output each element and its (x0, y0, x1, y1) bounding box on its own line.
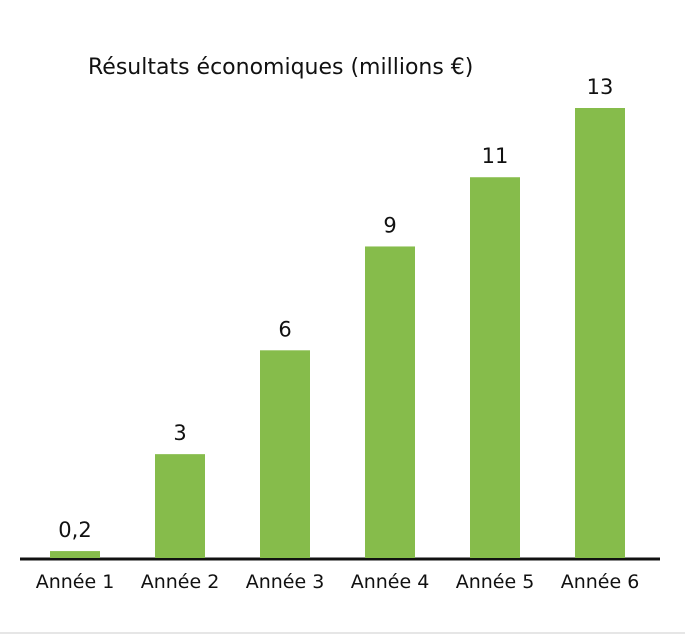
x-tick-label: Année 3 (245, 571, 325, 593)
bar (575, 108, 625, 558)
x-tick-label: Année 5 (455, 571, 535, 593)
bar (155, 454, 205, 558)
value-label: 11 (482, 144, 509, 168)
value-label: 0,2 (58, 518, 91, 542)
value-label: 6 (278, 317, 291, 341)
value-label: 13 (587, 75, 614, 99)
value-label: 9 (383, 213, 396, 237)
x-tick-label: Année 1 (35, 571, 115, 593)
bar (365, 246, 415, 558)
x-tick-label: Année 6 (560, 571, 640, 593)
bar (50, 551, 100, 558)
chart-title: Résultats économiques (millions €) (88, 55, 473, 80)
bar (470, 177, 520, 558)
x-tick-label: Année 2 (140, 571, 220, 593)
bar (260, 350, 310, 558)
x-tick-label: Année 4 (350, 571, 430, 593)
value-label: 3 (173, 421, 186, 445)
